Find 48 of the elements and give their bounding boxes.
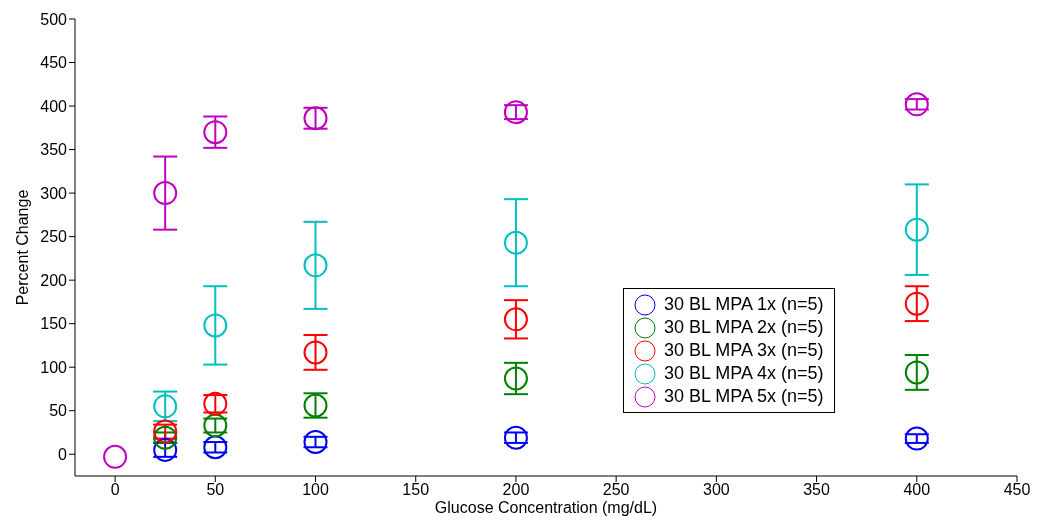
point bbox=[904, 426, 929, 451]
y-tick-label: 0 bbox=[58, 445, 68, 463]
point bbox=[503, 366, 528, 391]
y-tick-label: 300 bbox=[40, 184, 68, 202]
point bbox=[153, 437, 178, 462]
point bbox=[303, 253, 328, 278]
x-tick-label: 100 bbox=[302, 481, 329, 499]
x-tick-label: 50 bbox=[206, 481, 225, 499]
y-tick-label: 100 bbox=[40, 358, 68, 376]
point bbox=[203, 413, 228, 438]
y-tick-label: 250 bbox=[40, 228, 68, 246]
x-tick-label: 300 bbox=[703, 481, 730, 499]
y-axis-title: Percent Change bbox=[13, 189, 31, 306]
y-tick-label: 350 bbox=[40, 141, 68, 159]
point bbox=[904, 217, 929, 242]
point bbox=[203, 120, 228, 145]
point bbox=[503, 230, 528, 255]
legend-label: 30 BL MPA 3x (n=5) bbox=[664, 340, 824, 361]
y-tick-label: 150 bbox=[40, 315, 68, 333]
y-tick-label: 50 bbox=[49, 402, 68, 420]
legend-label: 30 BL MPA 4x (n=5) bbox=[664, 363, 824, 384]
y-tick-label: 450 bbox=[40, 54, 68, 72]
point bbox=[904, 360, 929, 385]
point bbox=[503, 425, 528, 450]
y-tick-label: 200 bbox=[40, 271, 68, 289]
legend-label: 30 BL MPA 5x (n=5) bbox=[664, 386, 824, 407]
y-tick-label: 500 bbox=[40, 10, 68, 28]
x-tick-label: 350 bbox=[803, 481, 831, 499]
legend-label: 30 BL MPA 2x (n=5) bbox=[664, 317, 824, 338]
point bbox=[153, 181, 178, 206]
x-tick-label: 200 bbox=[502, 481, 530, 499]
x-tick-label: 150 bbox=[402, 481, 430, 499]
point bbox=[203, 435, 228, 460]
point bbox=[153, 425, 178, 450]
point bbox=[904, 92, 929, 117]
point bbox=[203, 313, 228, 338]
point bbox=[503, 307, 528, 332]
x-axis-title: Glucose Concentration (mg/dL) bbox=[434, 499, 658, 516]
point bbox=[303, 430, 328, 455]
x-tick-label: 0 bbox=[110, 481, 120, 499]
point bbox=[904, 291, 929, 316]
y-tick-label: 400 bbox=[40, 97, 68, 115]
x-tick-label: 250 bbox=[602, 481, 630, 499]
x-tick-label: 450 bbox=[1003, 481, 1031, 499]
point bbox=[303, 340, 328, 365]
legend-label: 30 BL MPA 1x (n=5) bbox=[664, 294, 824, 315]
point bbox=[103, 444, 128, 469]
x-tick-label: 400 bbox=[903, 481, 931, 499]
